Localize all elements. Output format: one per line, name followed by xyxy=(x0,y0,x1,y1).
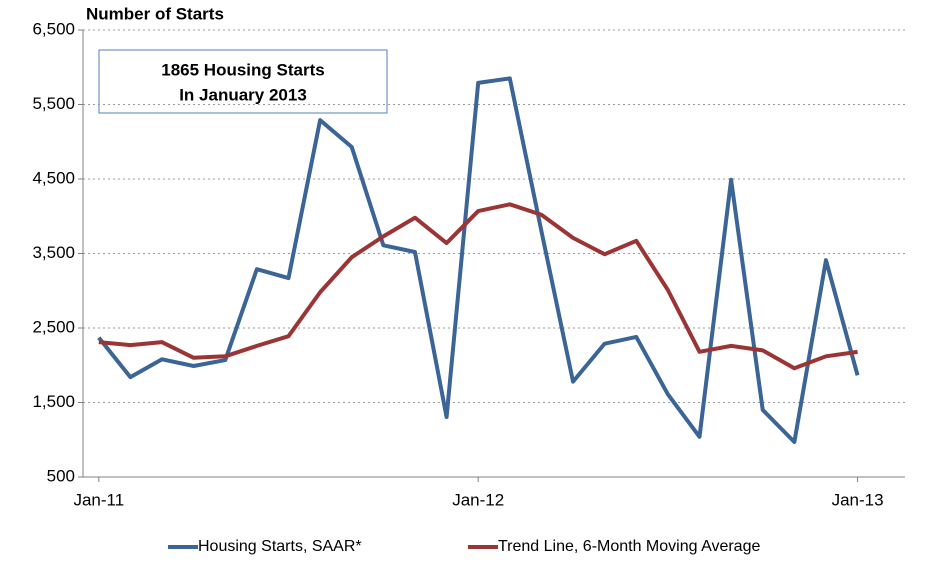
y-tick-label: 1,500 xyxy=(32,392,75,411)
legend-label: Trend Line, 6-Month Moving Average xyxy=(498,538,760,555)
legend-label: Housing Starts, SAAR* xyxy=(198,538,362,555)
series-line xyxy=(98,202,858,371)
annotation-line: 1865 Housing Starts xyxy=(161,60,324,79)
x-tick-label: Jan-11 xyxy=(73,490,124,509)
y-tick-label: 3,500 xyxy=(32,243,75,262)
y-tick-label: 5,500 xyxy=(32,94,75,113)
annotation-line: In January 2013 xyxy=(179,85,307,104)
y-tick-label: 4,500 xyxy=(32,168,75,187)
y-tick-label: 500 xyxy=(47,466,75,485)
series-line xyxy=(97,76,860,444)
y-axis-title: Number of Starts xyxy=(86,4,224,23)
y-tick-label: 2,500 xyxy=(32,317,75,336)
x-tick-label: Jan-12 xyxy=(452,490,504,509)
annotation-box xyxy=(98,49,388,114)
y-tick-label: 6,500 xyxy=(32,19,75,38)
x-tick-label: Jan-13 xyxy=(832,490,884,509)
